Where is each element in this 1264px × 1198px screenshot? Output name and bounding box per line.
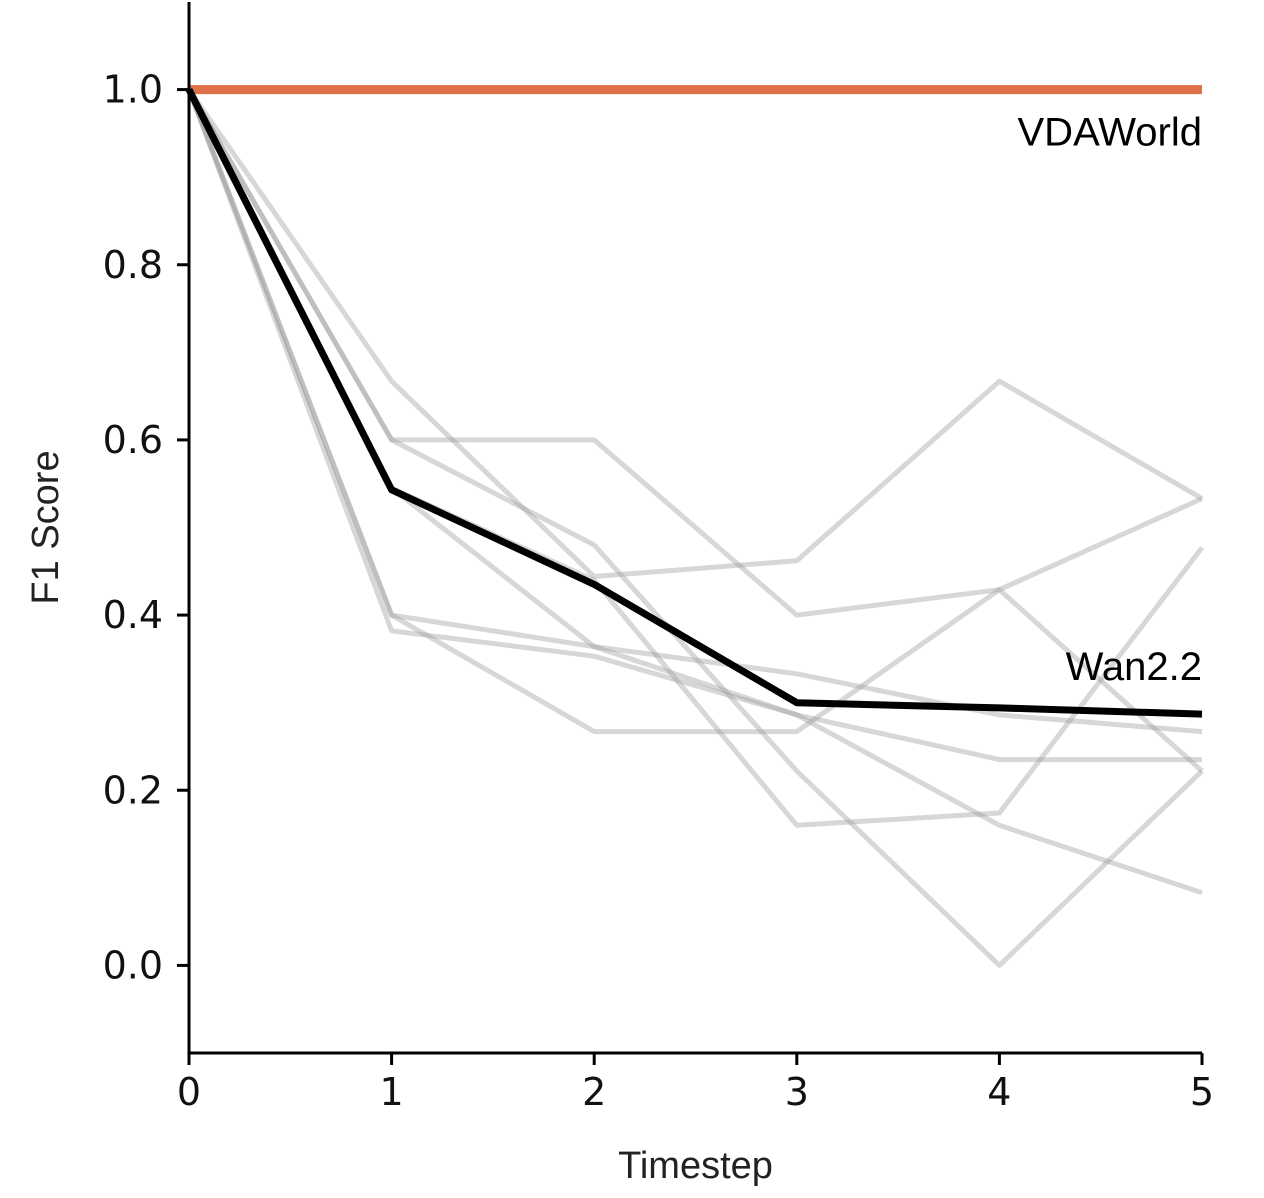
x-tick-label: 3 [785, 1070, 809, 1114]
y-tick-label: 0.2 [103, 768, 163, 812]
y-tick-label: 0.6 [103, 418, 163, 462]
y-axis-label: F1 Score [25, 450, 67, 604]
x-axis-label: Timestep [618, 1145, 773, 1187]
wan22-series-label: Wan2.2 [1066, 645, 1202, 689]
background-series-line-5 [186, 88, 1204, 773]
wan22-series-line [185, 88, 1203, 718]
background-series-group [186, 88, 1204, 968]
y-tick-label: 0.0 [103, 943, 163, 987]
axes-group [187, 2, 1202, 1055]
y-tick-label: 0.4 [103, 593, 163, 637]
background-series-line-1 [186, 88, 1204, 618]
background-series-line-4 [186, 88, 1202, 763]
ticks-group: 0 1 2 3 4 5 0.0 0.2 0.4 0.6 0.8 1.0 [103, 68, 1215, 1114]
background-series-line-7 [186, 88, 1204, 828]
y-tick-label: 0.8 [103, 243, 163, 287]
background-series-line-6 [186, 88, 1204, 968]
x-tick-label: 1 [380, 1070, 404, 1114]
x-tick-label: 5 [1190, 1070, 1214, 1114]
x-tick-label: 2 [582, 1070, 606, 1114]
background-series-line-2 [186, 88, 1204, 579]
vdaworld-series-label: VDAWorld [1018, 111, 1203, 155]
y-tick-label: 1.0 [103, 68, 163, 112]
x-tick-label: 0 [177, 1070, 201, 1114]
x-tick-label: 4 [987, 1070, 1011, 1114]
background-series-line-3 [186, 88, 1203, 735]
main-series-group [185, 85, 1203, 718]
